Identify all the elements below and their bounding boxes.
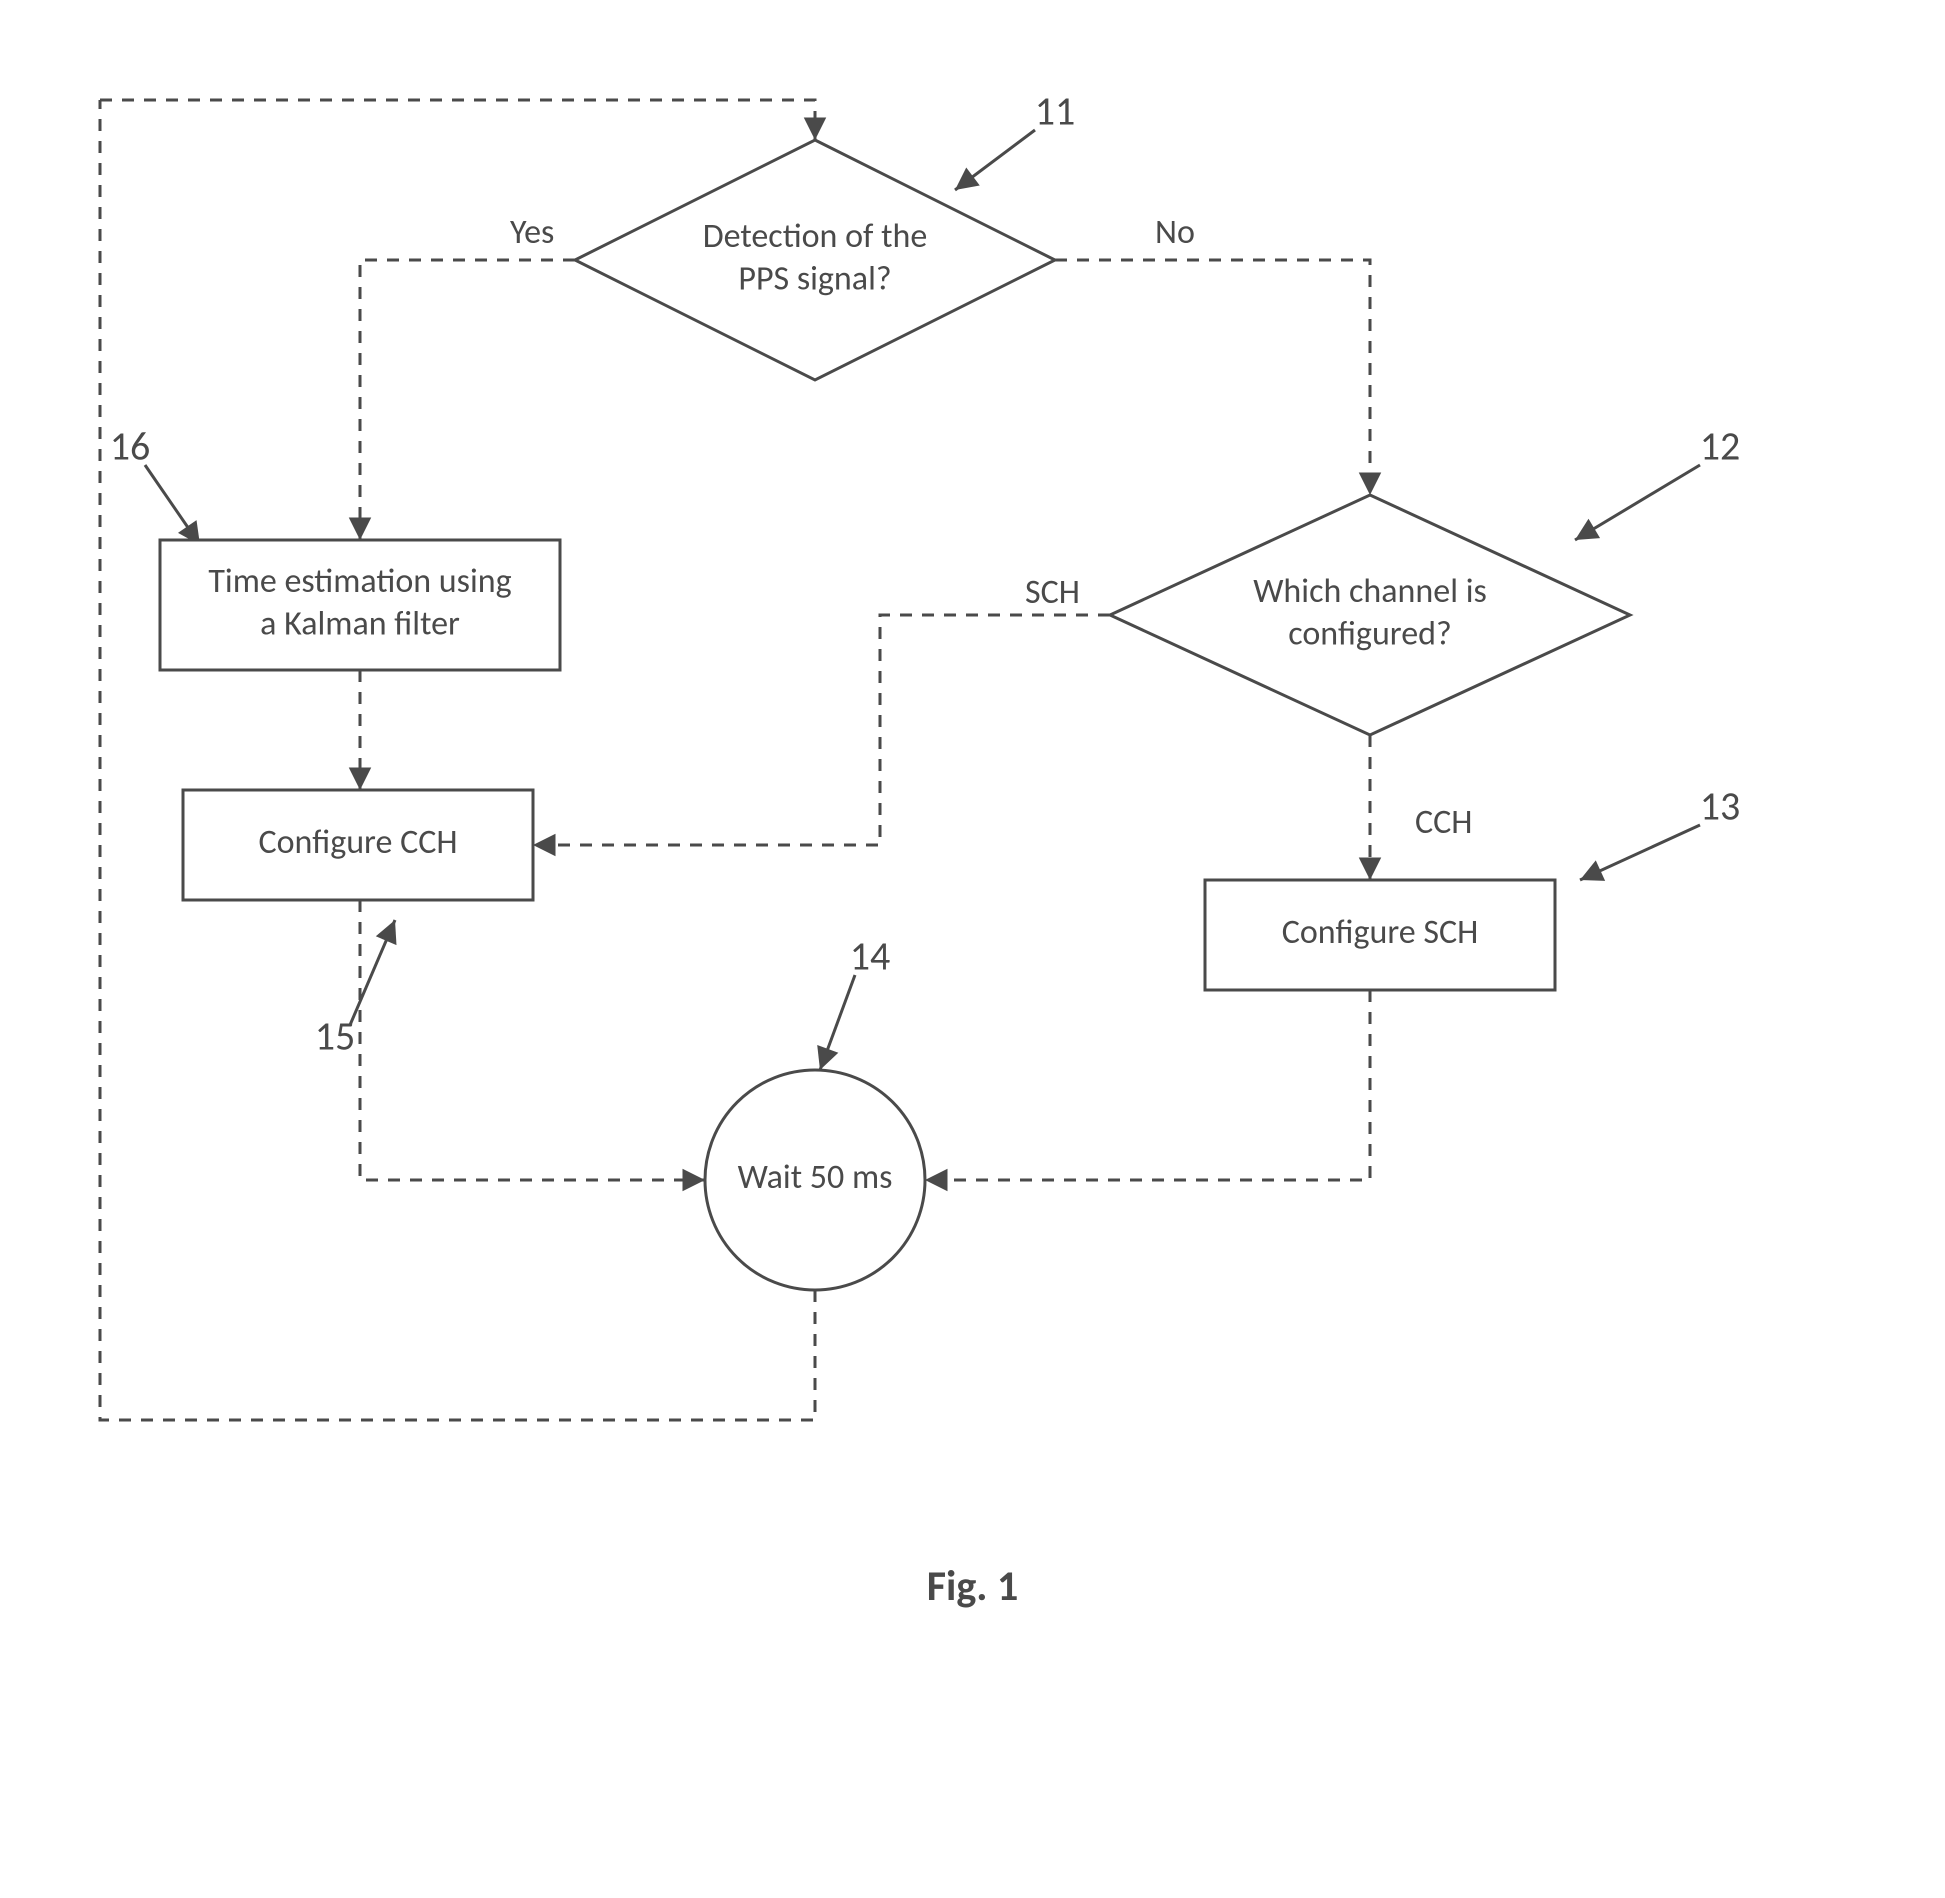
edge-n13-n14 [925,990,1370,1180]
svg-text:Wait 50 ms: Wait 50 ms [738,1157,893,1198]
ref-label-13: 13 [1700,782,1741,831]
svg-text:configured?: configured? [1288,613,1452,654]
ref-label-12: 12 [1700,422,1741,471]
svg-text:Configure CCH: Configure CCH [258,822,457,863]
edge-label-cch: CCH [1415,802,1472,843]
ref-pointer-13 [1580,825,1700,880]
ref-pointer-14 [820,975,855,1070]
figure-caption: Fig. 1 [927,1561,1019,1612]
svg-text:PPS signal?: PPS signal? [738,258,891,299]
ref-pointer-15 [350,920,395,1025]
svg-text:Configure SCH: Configure SCH [1282,912,1479,953]
svg-text:Which channel is: Which channel is [1253,571,1487,612]
ref-pointer-16 [145,465,200,545]
ref-label-15: 15 [315,1012,356,1061]
edge-n12-sch-n15 [533,615,1110,845]
flowchart-figure: Detection of thePPS signal? 11 Which chann… [0,0,1945,1898]
edge-label-no: No [1155,212,1195,253]
edge-n15-n14 [360,900,705,1180]
ref-pointer-11 [955,130,1035,190]
ref-label-11: 11 [1035,87,1076,136]
edge-label-yes: Yes [510,212,554,253]
edge-loop-in-top [100,100,815,140]
edge-label-sch: SCH [1025,572,1080,613]
edge-n11-yes-n16 [360,260,575,540]
svg-text:a Kalman filter: a Kalman filter [260,603,460,644]
svg-text:Time estimation using: Time estimation using [208,561,511,602]
edge-n11-no-n12 [1055,260,1370,495]
nodes: Detection of thePPS signal? 11 Which chann… [110,87,1741,1290]
ref-label-14: 14 [850,932,891,981]
svg-text:Detection of the: Detection of the [703,216,928,257]
ref-pointer-12 [1575,465,1700,540]
ref-label-16: 16 [110,422,151,471]
